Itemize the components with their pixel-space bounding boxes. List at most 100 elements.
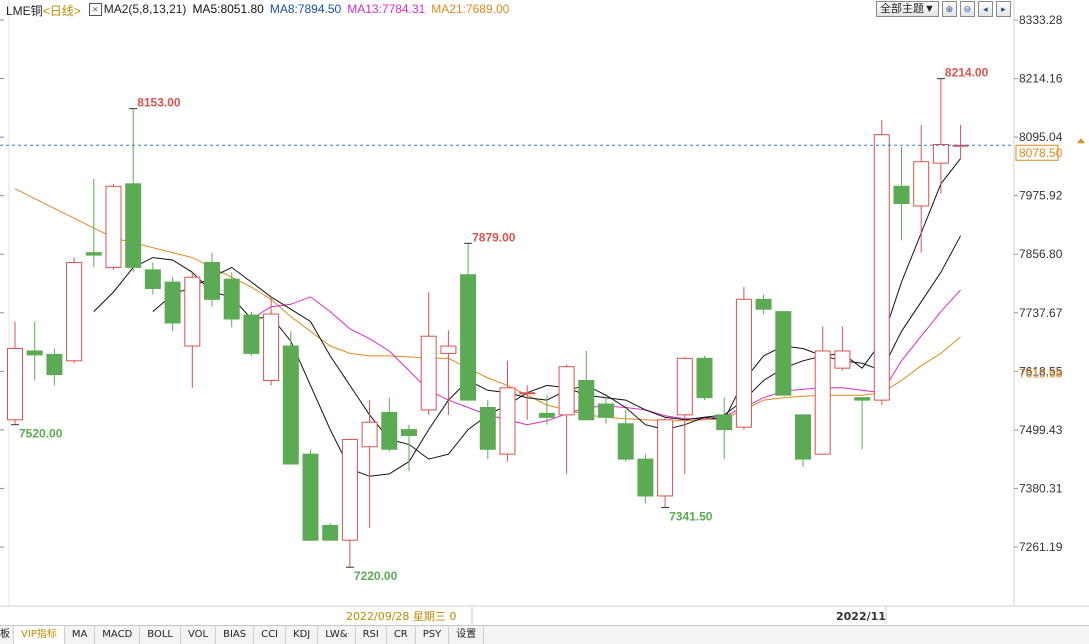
candle-down (775, 311, 792, 396)
tab-bias[interactable]: BIAS (216, 626, 255, 644)
candle-down (637, 458, 654, 497)
ma8-value: MA8:7894.50 (269, 2, 342, 16)
candle-down (381, 411, 398, 450)
candle-down (125, 183, 142, 268)
current-price-label: 8078.50 (1019, 146, 1063, 160)
theme-select-button[interactable]: 全部主题▼ (876, 1, 939, 17)
price-marker-icon (1077, 138, 1085, 144)
candle-up (873, 134, 890, 401)
candle-up (361, 421, 378, 448)
tab-boll[interactable]: BOLL (140, 626, 181, 644)
candle-down (302, 453, 319, 541)
ma-params-label: MA2(5,8,13,21) (103, 2, 187, 16)
candle-down (716, 414, 733, 431)
x-label-date: 2022/09/28 星期三 0 (346, 610, 456, 623)
candle-up (499, 387, 516, 455)
candle-down (696, 357, 713, 399)
tab-ma[interactable]: MA (65, 626, 96, 644)
candle-up (341, 438, 358, 541)
symbol-label: LME铜 (6, 4, 43, 18)
ma21-axis-label: 7613.68 (1019, 367, 1063, 381)
ma-indicator-icon[interactable]: ⨯ (88, 3, 102, 16)
candle-down (755, 298, 772, 310)
candle-down (795, 414, 811, 460)
candle-down (204, 261, 220, 300)
zoom-out-icon[interactable]: ⊖ (959, 1, 975, 17)
y-tick-label: 7261.19 (1019, 540, 1063, 554)
candle-down (322, 524, 339, 541)
candle-down (282, 345, 299, 465)
low-label: 7220.00 (354, 569, 398, 583)
candle-down (460, 274, 477, 401)
y-tick-label: 8095.04 (1019, 130, 1063, 144)
y-tick-label: 8214.16 (1019, 72, 1063, 86)
candle-down (85, 252, 102, 256)
candle-up (834, 350, 851, 369)
candle-down (617, 423, 634, 460)
candle-up (66, 261, 83, 362)
toolbar: 全部主题▼ ⊕ ⊖ ◂ ▸ (876, 1, 1011, 17)
candle-down (854, 397, 871, 401)
high-label: 8214.00 (945, 66, 989, 80)
ma21-value: MA21:7689.00 (431, 2, 510, 16)
candle-up (657, 419, 674, 497)
candle-up (558, 366, 575, 416)
candle-down (26, 350, 43, 356)
y-tick-label: 7380.31 (1019, 481, 1063, 495)
candle-down (144, 269, 161, 290)
zoom-in-icon[interactable]: ⊕ (941, 1, 957, 17)
y-tick-label: 7499.43 (1019, 423, 1063, 437)
candle-up (814, 350, 831, 455)
candle-down (401, 429, 417, 437)
candle-down (46, 353, 63, 376)
tab-macd[interactable]: MACD (95, 626, 141, 644)
y-tick-label: 7975.92 (1019, 189, 1063, 203)
chart-header: LME铜 <日线> ⨯ MA2(5,8,13,21) MA5:8051.80 M… (6, 2, 515, 19)
price-axis: 8333.28 8214.16 8095.04 7975.92 7856.80 7737.… (0, 13, 1063, 554)
candle-up (735, 298, 752, 428)
y-tick-label: 8333.28 (1019, 13, 1063, 27)
y-tick-label: 7737.67 (1019, 306, 1063, 320)
grid (0, 0, 1089, 624)
tab-kdj[interactable]: KDJ (286, 626, 319, 644)
tab-cci[interactable]: CCI (254, 626, 287, 644)
high-label: 8153.00 (137, 96, 181, 110)
prev-page-icon[interactable]: ◂ (977, 1, 993, 17)
tab-psy[interactable]: PSY (416, 626, 450, 644)
candle-down (893, 185, 910, 204)
tab-vip-indicators[interactable]: VIP指标 (14, 626, 65, 644)
candle-up (7, 348, 23, 421)
low-label: 7341.50 (669, 510, 713, 524)
tab-lw[interactable]: LW& (318, 626, 356, 644)
candle-up (184, 276, 201, 347)
y-tick-label: 7856.80 (1019, 247, 1063, 261)
candle-down (223, 278, 240, 320)
next-page-icon[interactable]: ▸ (995, 1, 1011, 17)
candle-down (538, 412, 555, 418)
high-label: 7879.00 (472, 230, 516, 244)
y-tick-label: 7618.55 (1019, 364, 1063, 378)
tab-settings[interactable]: 设置 (449, 626, 485, 644)
tab-partial[interactable]: 板 (0, 626, 14, 644)
tab-cr[interactable]: CR (387, 626, 416, 644)
candle-down (598, 403, 614, 418)
low-label: 7520.00 (19, 427, 63, 441)
current-price-line: 8078.50 (0, 138, 1085, 161)
candle-down (578, 379, 595, 421)
indicator-tabs: 板 VIP指标 MA MACD BOLL VOL BIAS CCI KDJ LW… (0, 625, 1089, 644)
candle-up (105, 185, 122, 268)
tab-vol[interactable]: VOL (181, 626, 217, 644)
candle-up (676, 357, 693, 416)
price-annotations: 8153.00 7520.00 7220.00 7879.00 7341.50 8214.… (11, 66, 989, 583)
period-label[interactable]: <日线> (42, 4, 81, 18)
x-label-month: 2022/11 (836, 610, 886, 623)
candle-down (164, 281, 181, 324)
candle-up (263, 313, 280, 381)
ma21-line (14, 188, 961, 422)
candle-up (519, 392, 536, 395)
tab-rsi[interactable]: RSI (356, 626, 387, 644)
candle-up (440, 345, 457, 354)
candle-down (243, 314, 260, 354)
candle-up (913, 161, 930, 207)
